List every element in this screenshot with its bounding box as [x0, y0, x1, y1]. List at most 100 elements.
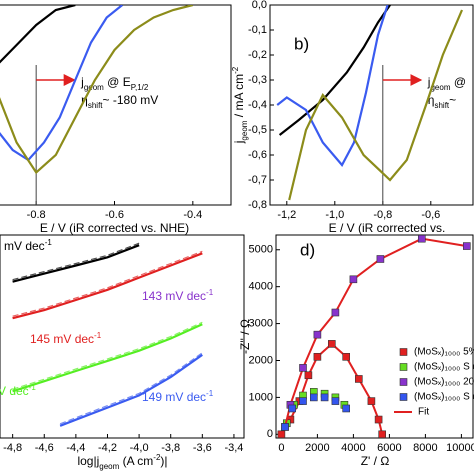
- x-tick-label: -4,8: [3, 442, 22, 454]
- x-tick-label: -3,4: [224, 442, 243, 454]
- y-tick-label: 0: [267, 428, 273, 440]
- x-tick-label: -4,6: [35, 442, 54, 454]
- data-point: [313, 352, 322, 361]
- data-point: [342, 404, 351, 413]
- data-line: [278, 5, 391, 136]
- panel: -4,8 -4,6 -4,4 -4,2 -4,0 -3,8 -3,6 -3,4 log|jgeo…: [0, 234, 245, 471]
- slope-text: mV dec: [4, 239, 45, 253]
- fit-line: [12, 242, 140, 281]
- plot-frame: [275, 234, 474, 439]
- slope-label: mV dec-1: [4, 238, 52, 254]
- fit-line: [12, 321, 203, 390]
- data-line: [0, 5, 76, 64]
- legend-swatch: [399, 348, 408, 356]
- y-tick-label: -0,8: [248, 199, 267, 211]
- legend-swatch: [399, 378, 408, 386]
- annotation-part: η: [428, 93, 435, 107]
- y-tick-label: -0,6: [248, 149, 267, 161]
- slope-text: 143 mV dec: [142, 289, 206, 303]
- data-line: [288, 9, 464, 201]
- x-axis-label: E / V (iR corrected vs.: [329, 221, 446, 235]
- panel-label: d): [300, 240, 315, 259]
- y-tick-label: 1000: [249, 391, 273, 403]
- data-point: [304, 371, 313, 380]
- x-axis-label: log|jgeom (A cm-2)|: [77, 453, 167, 471]
- x-axis-label: E / V (iR corrected vs. NHE): [40, 221, 189, 235]
- x-label-text: E / V (iR corrected vs. NHE): [40, 221, 189, 235]
- slope-text: 149 mV dec: [142, 390, 206, 404]
- annotation-part: @ E: [104, 75, 131, 89]
- panel: -1,2 -1,0 -0,8 -0,6 0,0 -0,1 -0,2 -0,3 -0,4 -0,5 -…: [231, 0, 474, 235]
- plot-area: [277, 235, 471, 438]
- slope-sup: -1: [206, 288, 214, 297]
- legend-label: (MoSₓ)₁₀₀₀ S eva: [414, 362, 474, 373]
- y-label-sub: geom: [240, 120, 249, 140]
- y-label-text: -Z'' / Ω: [238, 319, 252, 354]
- data-point: [349, 275, 358, 284]
- data-point: [462, 242, 471, 250]
- slope-label: 143 mV dec-1: [142, 288, 214, 304]
- x-tick-label: 2000: [305, 442, 329, 454]
- y-tick-label: -0,1: [248, 24, 267, 36]
- y-axis-label: -Z'' / Ω: [238, 319, 252, 354]
- y-tick-label: 5000: [249, 244, 273, 256]
- x-tick-label: 4000: [341, 442, 365, 454]
- x-tick-label: -3,8: [161, 442, 180, 454]
- legend-label: (MoSₓ)₁₀₀₀ 5% e: [414, 347, 474, 358]
- y-axis-label: jgeom / mA cm-2: [231, 66, 249, 144]
- data-line: [12, 244, 140, 283]
- x-tick-label: -4,0: [130, 442, 149, 454]
- annotation: jgeom @ EP,1/2: [80, 75, 149, 91]
- data-point: [299, 364, 307, 372]
- data-line: [0, 5, 123, 162]
- annotation: ηshift~: [428, 93, 456, 109]
- data-point: [331, 308, 340, 317]
- annotation-part: geom: [84, 83, 104, 92]
- x-label-text: E / V (iR corrected vs.: [329, 221, 446, 235]
- panel-label: b): [294, 34, 309, 53]
- data-point: [342, 352, 351, 361]
- slope-sup: -1: [206, 389, 214, 398]
- y-label-sup: -2: [231, 66, 240, 74]
- legend-label: (MoSₓ)₁₀₀₀ 20%: [414, 377, 474, 388]
- y-label-rest: / mA cm: [232, 74, 246, 121]
- x-label-text: Z' / Ω: [361, 454, 390, 468]
- annotation-part: P,1/2: [131, 83, 149, 92]
- data-point: [299, 397, 307, 405]
- annotation-part: shift: [434, 101, 449, 110]
- y-tick-label: 2000: [249, 354, 273, 366]
- x-tick-label: 8000: [413, 442, 437, 454]
- data-point: [288, 404, 297, 413]
- x-tick-label: -0,8: [373, 209, 392, 221]
- legend-label: (MoSₓ)₁₀₀₀ S eva: [414, 392, 474, 403]
- data-line: [0, 5, 194, 175]
- annotation-part: j: [427, 75, 431, 89]
- legend-swatch: [399, 363, 408, 371]
- annotation-part: ~: [449, 93, 456, 107]
- slope-sup: -1: [45, 238, 53, 247]
- fit-line: [59, 352, 203, 425]
- data-point: [417, 235, 426, 243]
- slope-sup: -1: [94, 331, 102, 340]
- annotation: jgeom @: [427, 75, 466, 91]
- x-tick-label: -4,2: [98, 442, 117, 454]
- x-tick-label: -3,6: [193, 442, 212, 454]
- legend-label: Fit: [418, 407, 429, 418]
- slope-text: 145 mV dec: [30, 332, 94, 346]
- x-tick-label: -4,4: [66, 442, 85, 454]
- data-point: [281, 423, 289, 431]
- x-label-sup: -2: [153, 453, 161, 462]
- y-tick-label: 3000: [249, 317, 273, 329]
- slope-sup: -1: [29, 383, 37, 392]
- slope-text: V dec: [0, 384, 29, 398]
- fit-line: [12, 250, 203, 317]
- x-tick-label: -0.4: [183, 209, 202, 221]
- data-point: [277, 430, 286, 438]
- x-label-end: )|: [160, 454, 167, 468]
- x-tick-label: 10000: [446, 442, 474, 454]
- slope-label: V dec-1: [0, 383, 36, 399]
- x-label-rest: (A cm: [119, 454, 153, 468]
- data-point: [374, 415, 383, 424]
